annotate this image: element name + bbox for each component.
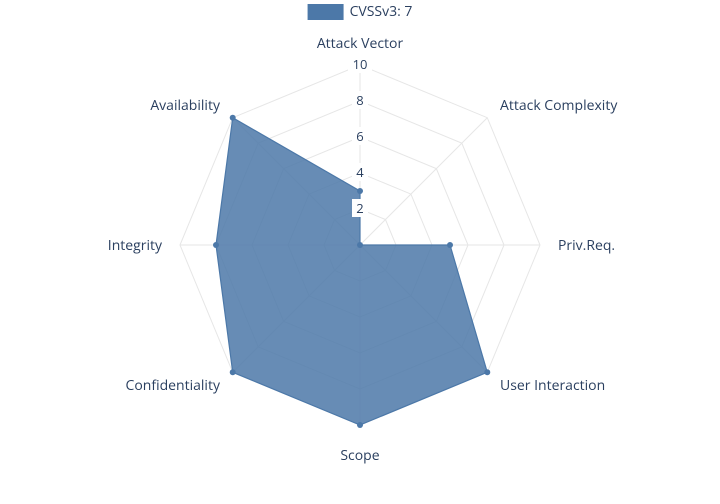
- axis-label: Attack Complexity: [500, 96, 618, 115]
- tick-label: 6: [356, 127, 363, 145]
- axis-label: Confidentiality: [126, 376, 221, 395]
- tick-label: 10: [353, 55, 368, 73]
- legend: CVSSv3: 7: [308, 2, 413, 21]
- data-point: [447, 242, 453, 248]
- tick-label: 8: [356, 91, 363, 109]
- data-point: [357, 188, 363, 194]
- data-point: [357, 422, 363, 428]
- axis-label: Priv.Req.: [558, 236, 615, 255]
- data-point: [484, 369, 490, 375]
- axis-label: Integrity: [108, 236, 163, 255]
- tick-label: 4: [356, 163, 364, 181]
- data-point: [357, 242, 363, 248]
- axis-label: Availability: [150, 96, 221, 115]
- axis-label: Attack Vector: [317, 34, 404, 53]
- data-point: [213, 242, 219, 248]
- legend-label: CVSSv3: 7: [350, 2, 413, 21]
- tick-label: 2: [356, 199, 363, 217]
- radar-chart: Attack Vector Attack Complexity Priv.Req. U…: [0, 0, 720, 504]
- axis-label: User Interaction: [500, 376, 605, 395]
- legend-swatch: [308, 4, 344, 20]
- data-point: [230, 369, 236, 375]
- radar-chart-container: CVSSv3: 7 Attack Vector Attack Complexity…: [0, 0, 720, 504]
- data-point: [230, 115, 236, 121]
- data-polygon: [216, 118, 487, 425]
- axis-label: Scope: [340, 446, 379, 465]
